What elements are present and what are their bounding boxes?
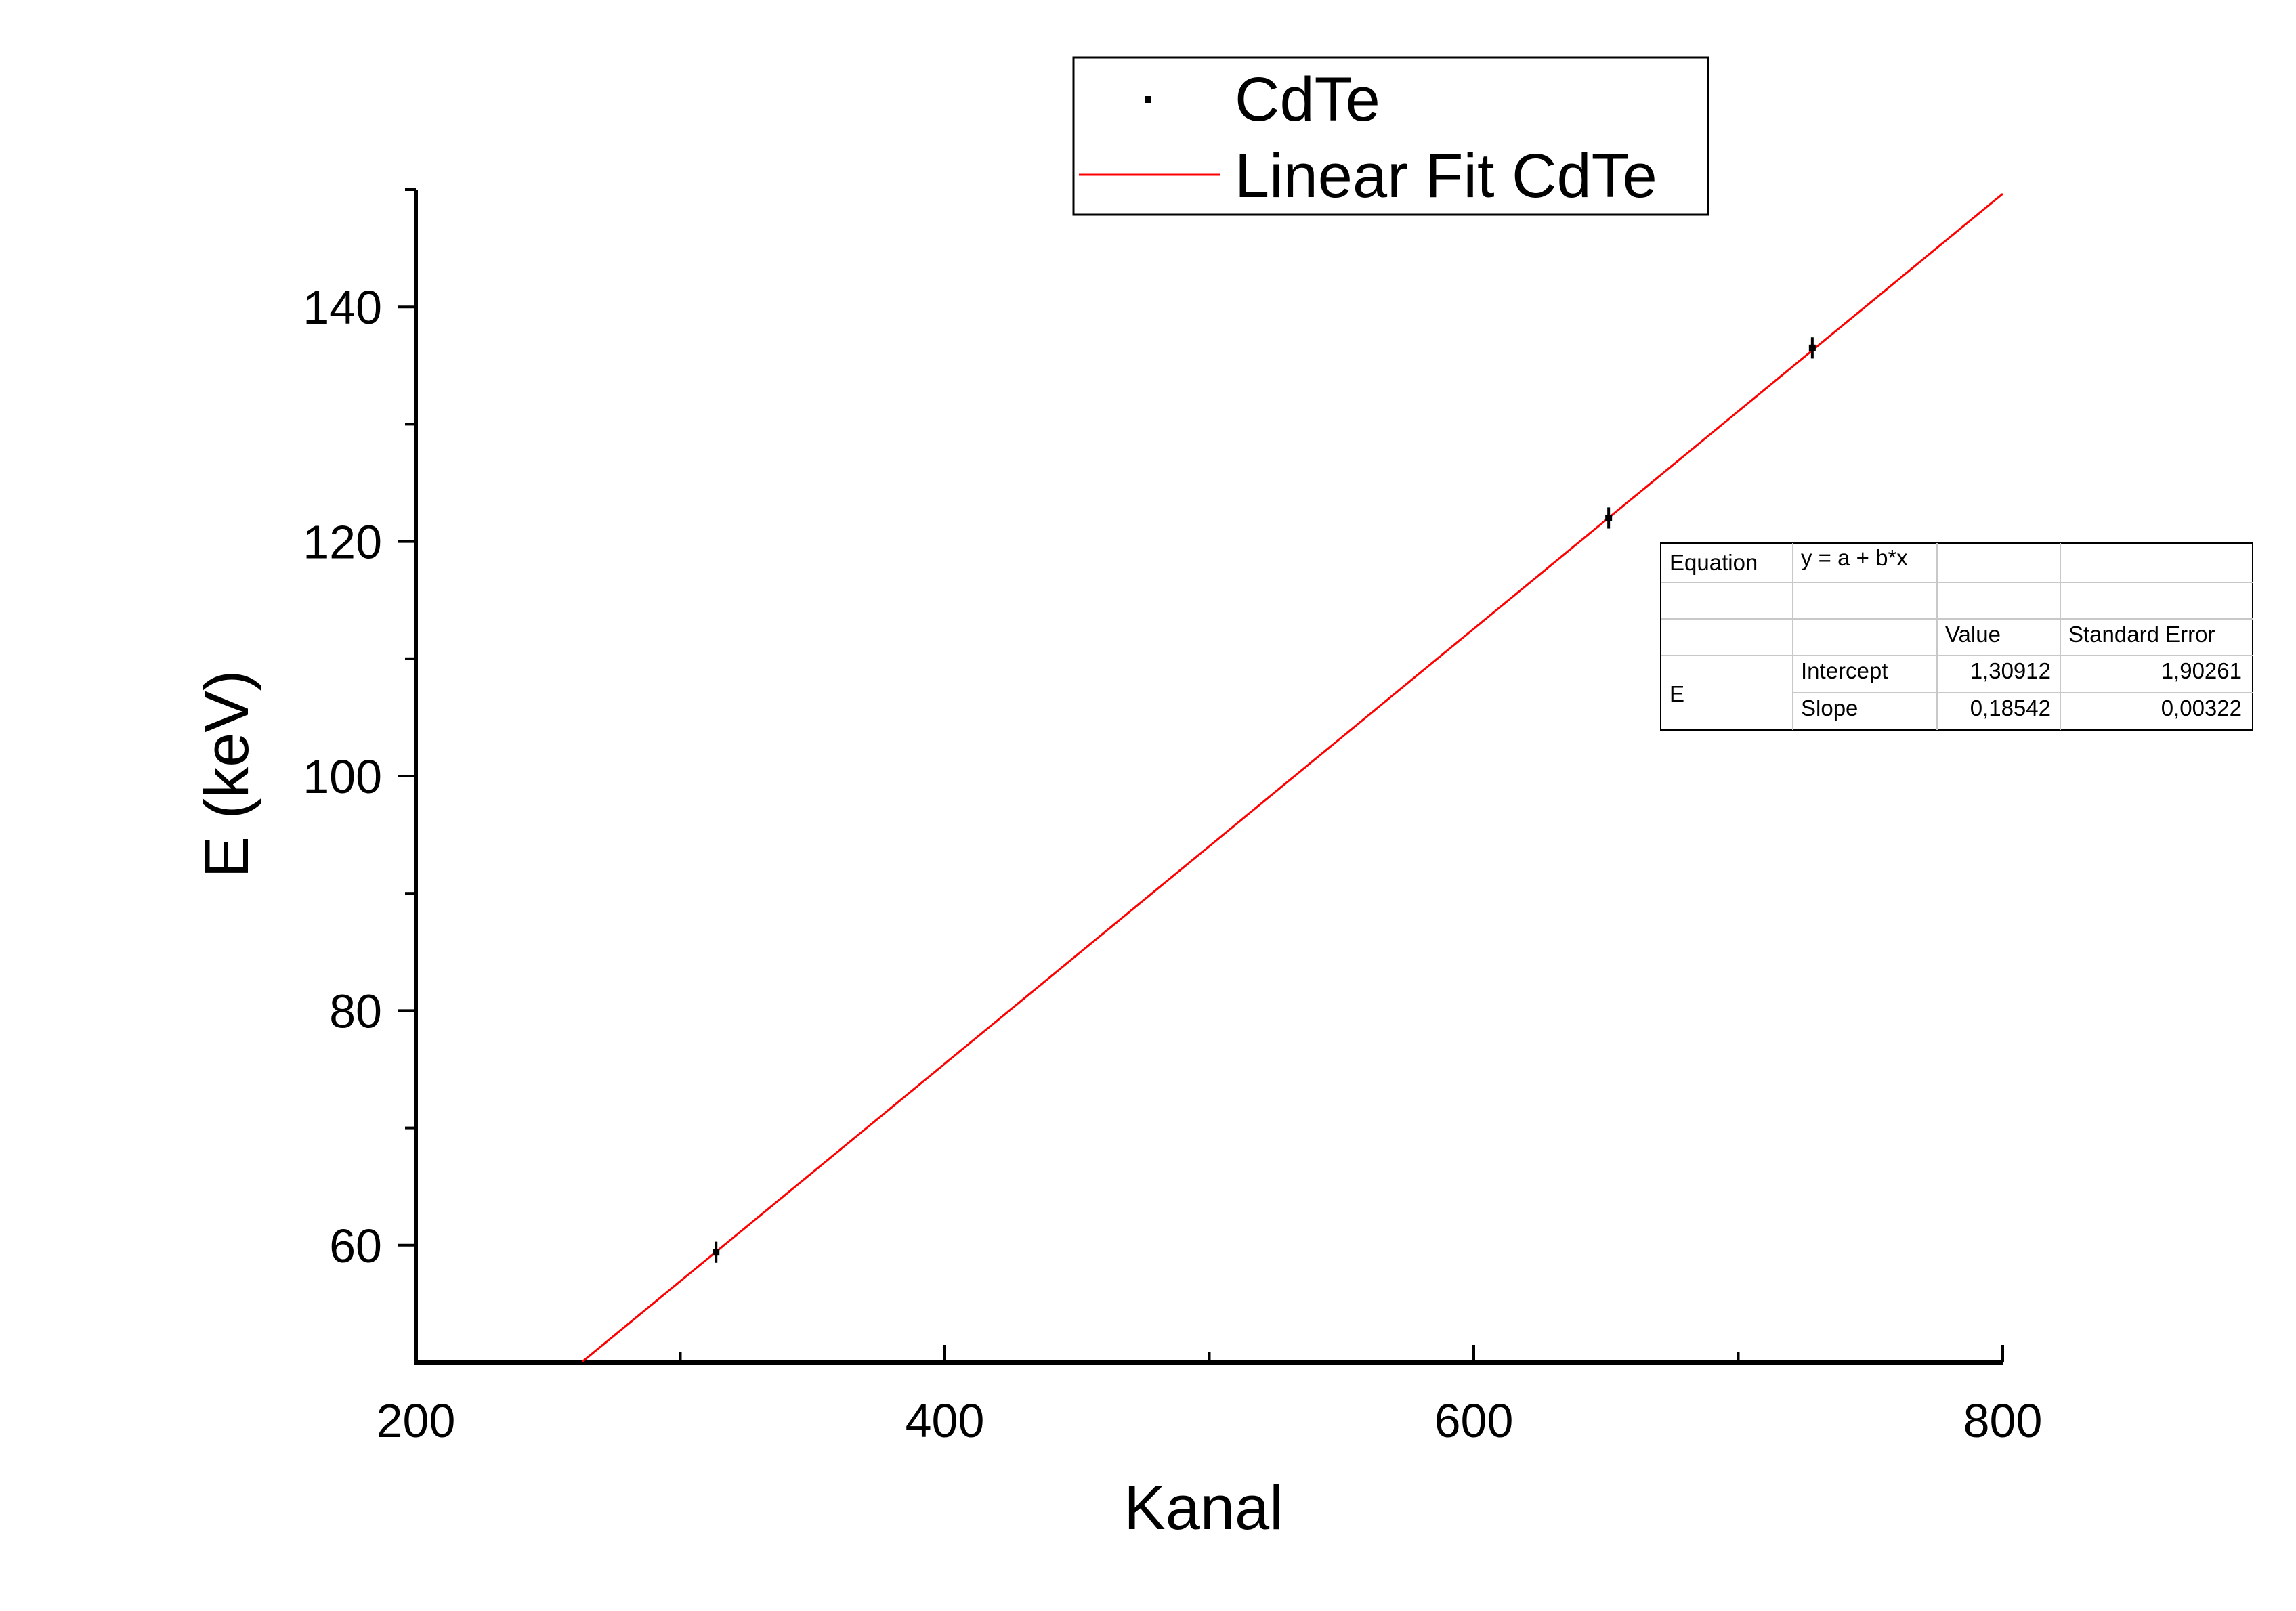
fit-line (582, 192, 2003, 1362)
fit-line-layer (582, 192, 2003, 1362)
data-point (1808, 337, 1816, 359)
fit-table-equation-label: Equation (1670, 550, 1758, 575)
fit-table-slope-label: Slope (1801, 695, 1858, 721)
fit-table-col-value: Value (1945, 622, 2001, 647)
x-tick-label: 200 (377, 1394, 456, 1447)
legend-label-fit: Linear Fit CdTe (1235, 142, 1657, 211)
x-axis-ticks: 200 400 600 800 (377, 1345, 2043, 1447)
x-tick-label: 800 (1963, 1394, 2043, 1447)
fit-table-intercept-value: 1,30912 (1970, 658, 2051, 683)
data-point (713, 1241, 720, 1263)
legend-marker-cdte (1145, 96, 1151, 103)
point-marker (1605, 514, 1613, 521)
legend-box (1072, 56, 1709, 216)
x-axis-title: Kanal (1124, 1474, 1283, 1543)
y-axis-ticks: 60 80 100 120 140 (303, 188, 416, 1272)
y-tick-label: 120 (303, 516, 382, 569)
data-points-layer (713, 337, 1816, 1263)
y-tick-label: 140 (303, 281, 382, 334)
legend-label-cdte: CdTe (1235, 65, 1380, 134)
fit-table-grid (1661, 543, 2253, 730)
data-point (1605, 507, 1613, 529)
fit-table-intercept-error: 1,90261 (2161, 658, 2242, 683)
x-tick-label: 600 (1434, 1394, 1514, 1447)
fit-table-col-error: Standard Error (2068, 622, 2215, 647)
x-tick-label: 400 (906, 1394, 985, 1447)
y-tick-label: 60 (329, 1220, 382, 1272)
y-axis-title: E (keV) (192, 670, 261, 878)
fit-table-border (1660, 542, 2253, 731)
point-marker (1808, 344, 1816, 351)
fit-table-row-group: E (1670, 681, 1684, 706)
point-marker (713, 1249, 720, 1256)
y-tick-label: 80 (329, 985, 382, 1037)
y-tick-label: 100 (303, 750, 382, 803)
axes (414, 190, 2003, 1365)
fit-table-slope-error: 0,00322 (2161, 695, 2242, 721)
fit-table-equation: y = a + b*x (1801, 545, 1908, 570)
fit-table: Equation y = a + b*x Value Standard Erro… (1660, 542, 2253, 731)
legend: CdTe Linear Fit CdTe (1072, 56, 1709, 216)
fit-table-intercept-label: Intercept (1801, 658, 1888, 683)
fit-table-slope-value: 0,18542 (1970, 695, 2051, 721)
